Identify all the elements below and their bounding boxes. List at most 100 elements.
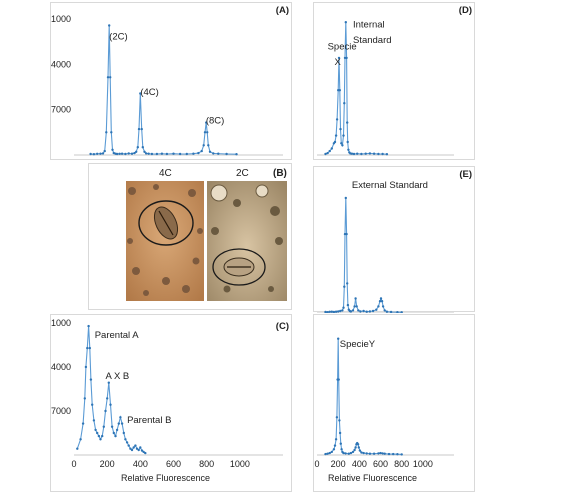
data-point: [338, 431, 342, 435]
data-point: [365, 452, 368, 455]
data-point: [83, 397, 86, 400]
data-point: [359, 310, 362, 313]
data-point: [365, 310, 368, 313]
data-point: [129, 447, 132, 450]
data-point: [135, 447, 139, 450]
data-point: [324, 452, 327, 456]
data-point: [99, 438, 102, 441]
panel-a: 21000140007000Counts(2C)(4C)(8C)(A): [50, 2, 292, 160]
data-point: [342, 134, 345, 137]
data-point: [340, 142, 343, 145]
data-point: [88, 346, 91, 350]
data-point: [332, 310, 336, 313]
x-tick-label: 600: [373, 459, 388, 469]
panel-e: External Standard (E): [313, 166, 475, 313]
photo-left-caption: 4C: [159, 168, 172, 179]
annotation-label: (2C): [109, 32, 127, 43]
data-point: [155, 152, 159, 156]
chart-e: External Standard (E): [317, 169, 472, 313]
data-point: [340, 448, 343, 451]
data-point: [150, 152, 154, 156]
data-point: [328, 149, 331, 153]
data-point: [130, 448, 134, 452]
data-point: [92, 153, 96, 156]
y-tick-label: 14000: [51, 59, 71, 69]
panel-label: (D): [459, 5, 472, 16]
data-point: [89, 152, 92, 156]
data-point: [110, 131, 113, 134]
x-tick-label: 1000: [230, 459, 250, 469]
y-tick-label: 7000: [51, 406, 71, 416]
data-point: [335, 118, 339, 121]
data-point: [400, 311, 403, 313]
y-tick-label: 21000: [51, 318, 71, 328]
data-point: [389, 310, 393, 313]
data-point: [380, 300, 384, 303]
data-point: [338, 419, 341, 422]
data-point: [110, 425, 114, 428]
data-point: [135, 150, 138, 153]
data-point: [212, 152, 215, 155]
annotation-label: Parental A: [95, 330, 139, 341]
data-point: [324, 152, 327, 156]
data-point: [103, 149, 106, 153]
y-tick-label: 21000: [51, 14, 71, 24]
x-tick-label: 400: [133, 459, 148, 469]
data-point: [165, 152, 169, 156]
data-point: [120, 152, 124, 155]
data-point: [141, 146, 144, 149]
stomata-photo-4c: [126, 181, 204, 301]
series-line: [325, 338, 402, 455]
annotation-label: (4C): [140, 87, 158, 98]
data-point: [349, 310, 353, 313]
data-point: [76, 447, 79, 450]
x-tick-label: 1000: [413, 459, 433, 469]
data-point: [341, 309, 344, 312]
data-point: [172, 152, 175, 155]
data-point: [352, 152, 356, 156]
data-point: [379, 451, 382, 455]
annotation-label: A X B: [106, 371, 130, 382]
data-point: [197, 151, 200, 155]
data-point: [396, 453, 399, 456]
data-point: [337, 310, 340, 313]
panel-label: (E): [459, 169, 472, 180]
chart-d: Specie X Internal Standard (D): [317, 5, 472, 156]
data-point: [354, 297, 357, 300]
data-point: [160, 152, 164, 155]
data-point: [362, 451, 365, 455]
x-tick-label: 200: [100, 459, 115, 469]
data-point: [364, 152, 367, 155]
data-point: [383, 309, 386, 312]
data-point: [381, 305, 385, 308]
data-point: [96, 431, 99, 435]
data-point: [109, 76, 112, 79]
data-point: [97, 434, 101, 438]
data-point: [385, 310, 389, 313]
data-point: [203, 131, 207, 134]
data-point: [132, 446, 135, 449]
data-point: [338, 89, 341, 92]
data-point: [347, 148, 350, 151]
data-point: [178, 152, 182, 156]
data-point: [119, 416, 122, 419]
series-line: [76, 326, 146, 454]
data-point: [372, 152, 376, 155]
data-point: [142, 450, 145, 454]
x-tick-label: 600: [166, 459, 181, 469]
data-point: [99, 152, 102, 155]
data-point: [112, 431, 115, 435]
data-point: [235, 153, 238, 156]
data-point: [360, 451, 363, 454]
data-point: [140, 449, 144, 452]
data-point: [127, 152, 130, 155]
data-point: [357, 446, 360, 449]
data-point: [354, 446, 357, 449]
data-point: [334, 310, 338, 313]
data-point: [379, 297, 383, 300]
data-point: [109, 403, 112, 406]
data-point: [127, 444, 130, 447]
x-tick-label: 0: [71, 459, 76, 469]
data-point: [351, 450, 355, 454]
data-point: [339, 442, 342, 445]
